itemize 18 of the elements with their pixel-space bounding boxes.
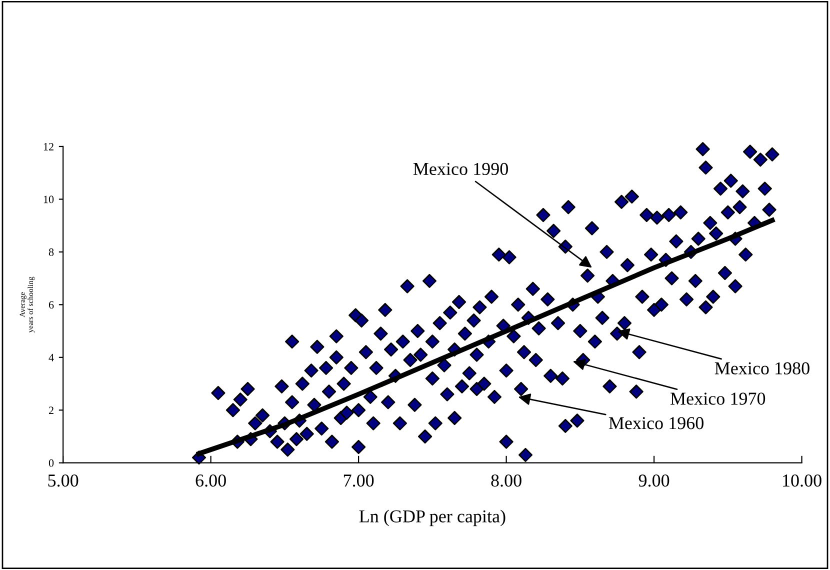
y-tick-label: 2 <box>48 406 54 414</box>
annotation: Mexico 1970 <box>670 392 766 405</box>
y-tick-label: 0 <box>48 459 54 467</box>
annotation: Mexico 1980 <box>714 362 810 374</box>
x-tick-label: 7.00 <box>344 474 374 487</box>
x-tick-label: 5.00 <box>48 474 78 487</box>
y-tick-label: 8 <box>48 248 54 256</box>
annotation: Mexico 1990 <box>413 162 508 176</box>
x-tick-label: 10.00 <box>783 474 822 487</box>
y-tick-label: 6 <box>48 301 54 309</box>
x-tick-label: 8.00 <box>491 474 522 487</box>
x-axis-title: Ln (GDP per capita) <box>359 510 506 526</box>
x-tick-label: 6.00 <box>196 474 226 487</box>
y-tick-label: 10 <box>44 196 54 204</box>
y-tick-label: 12 <box>44 142 54 150</box>
annotation: Mexico 1960 <box>608 417 704 430</box>
y-tick-label: 4 <box>48 354 54 362</box>
x-tick-label: 9.00 <box>638 474 670 487</box>
